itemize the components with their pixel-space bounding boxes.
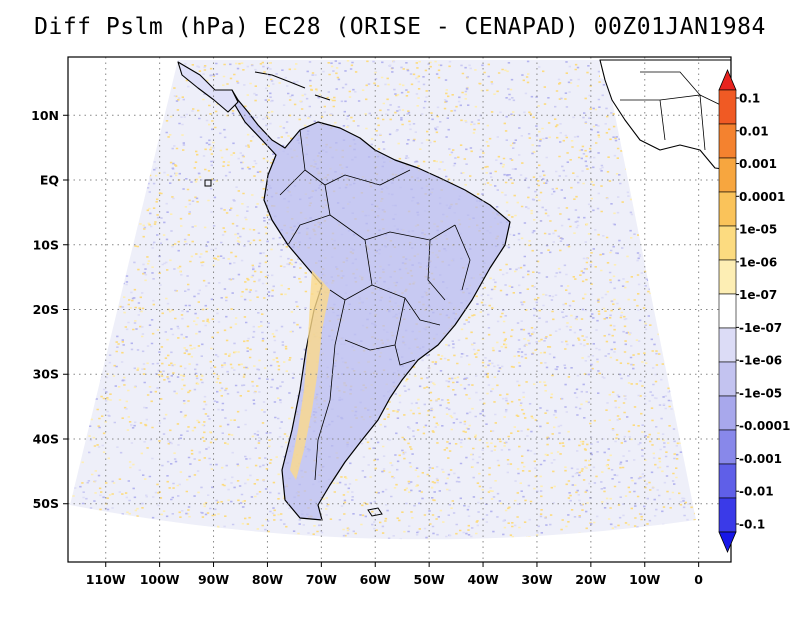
y-tick-label: 20S bbox=[33, 302, 59, 317]
colorbar-label: -0.01 bbox=[739, 485, 774, 499]
colorbar-label: 1e-07 bbox=[739, 288, 777, 302]
colorbar-swatch bbox=[718, 395, 737, 431]
country-borders bbox=[279, 129, 471, 481]
galapagos-islands bbox=[204, 179, 212, 187]
y-tick-label: EQ bbox=[40, 173, 59, 188]
x-tick-label: 110W bbox=[86, 572, 126, 587]
colorbar-swatch bbox=[718, 429, 737, 465]
africa-borders bbox=[620, 71, 731, 151]
colorbar-label: 1e-05 bbox=[739, 223, 777, 237]
x-tick-label: 100W bbox=[140, 572, 180, 587]
colorbar-label: -0.0001 bbox=[739, 419, 790, 433]
colorbar-label: 1e-06 bbox=[739, 255, 777, 269]
colorbar-label: -0.001 bbox=[739, 452, 782, 466]
x-tick-label: 30W bbox=[521, 572, 552, 587]
colorbar-swatch bbox=[718, 89, 737, 125]
andes-positive-strip bbox=[290, 270, 330, 480]
y-tick-label: 30S bbox=[33, 367, 59, 382]
colorbar-swatch bbox=[718, 259, 737, 295]
colorbar-swatch bbox=[718, 497, 737, 533]
y-tick-label: 40S bbox=[33, 431, 59, 446]
x-tick-label: 50W bbox=[414, 572, 445, 587]
colorbar-swatch bbox=[718, 361, 737, 397]
colorbar-label: 0.0001 bbox=[739, 190, 785, 204]
x-tick-label: 40W bbox=[467, 572, 498, 587]
colorbar-label: 0.1 bbox=[739, 92, 760, 106]
colorbar-label: -0.1 bbox=[739, 518, 765, 532]
colorbar-swatch bbox=[718, 463, 737, 499]
graticule bbox=[68, 57, 731, 562]
y-tick-label: 50S bbox=[33, 496, 59, 511]
colorbar-swatch bbox=[718, 225, 737, 261]
colorbar-swatch bbox=[718, 293, 737, 329]
colorbar-label: 0.01 bbox=[739, 124, 769, 138]
colorbar-label: -1e-07 bbox=[739, 321, 782, 335]
y-tick-label: 10N bbox=[31, 108, 59, 123]
x-tick-label: 90W bbox=[198, 572, 229, 587]
africa-land bbox=[599, 59, 731, 171]
x-tick-label: 70W bbox=[306, 572, 337, 587]
x-tick-label: 0 bbox=[694, 572, 703, 587]
colorbar-min-arrow bbox=[718, 531, 737, 554]
colorbar-label: 0.001 bbox=[739, 157, 777, 171]
x-tick-label: 80W bbox=[252, 572, 283, 587]
colorbar-swatch bbox=[718, 327, 737, 363]
x-axis: 110W 100W 90W 80W 70W 60W 50W 40W 30W 20W 10W 0 bbox=[86, 562, 703, 587]
caribbean-islands bbox=[254, 71, 331, 101]
y-axis: 10N EQ 10S 20S 30S 40S 50S bbox=[31, 108, 68, 511]
colorbar-swatch bbox=[718, 123, 737, 159]
x-tick-label: 20W bbox=[575, 572, 606, 587]
colorbar-label: -1e-05 bbox=[739, 386, 782, 400]
colorbar-label: -1e-06 bbox=[739, 354, 782, 368]
colorbar-swatch bbox=[718, 157, 737, 193]
colorbar-swatch bbox=[718, 191, 737, 227]
colorbar: 0.1 0.01 0.001 0.0001 1e-05 1e-06 1e-07 -1e-07 -… bbox=[718, 68, 790, 554]
x-tick-label: 60W bbox=[360, 572, 391, 587]
map-plot-area: 110W 100W 90W 80W 70W 60W 50W 40W 30W 20W 10W 0 10N… bbox=[31, 56, 732, 587]
page-title: Diff Pslm (hPa) EC28 (ORISE - CENAPAD) 0… bbox=[34, 14, 766, 40]
y-tick-label: 10S bbox=[33, 237, 59, 252]
falkland-islands bbox=[367, 507, 383, 517]
x-tick-label: 10W bbox=[629, 572, 660, 587]
central-america-land bbox=[177, 61, 239, 113]
